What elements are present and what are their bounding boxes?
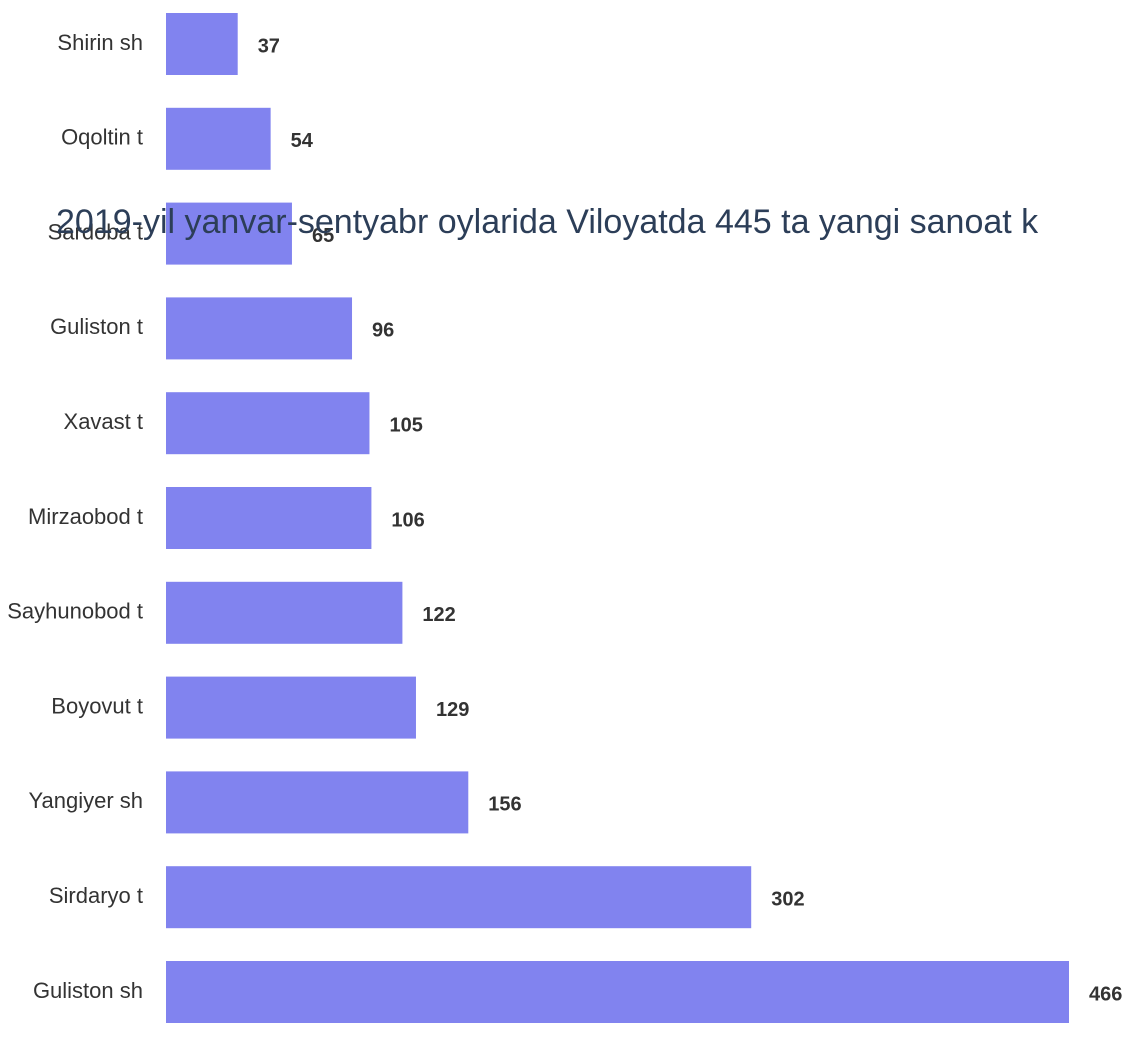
category-label: Boyovut t xyxy=(51,693,143,718)
category-label: Guliston t xyxy=(50,314,143,339)
bar xyxy=(166,487,372,549)
overlay-text: 2019-yil yanvar-sentyabr oylarida Viloya… xyxy=(56,203,1039,241)
bars-layer xyxy=(166,13,1069,1023)
category-labels: Shirin sh Oqoltin t Sardoba t Guliston t Xav… xyxy=(7,30,143,1003)
bar xyxy=(166,202,292,265)
category-label: Guliston sh xyxy=(33,978,143,1003)
bar xyxy=(166,866,752,929)
bar xyxy=(166,392,370,455)
category-label: Sirdaryo t xyxy=(49,883,143,908)
data-label: 122 xyxy=(422,604,455,626)
data-label: 129 xyxy=(436,699,469,721)
bar xyxy=(166,581,403,644)
data-label: 466 xyxy=(1089,983,1122,1005)
category-label: Sayhunobod t xyxy=(7,599,143,624)
bar xyxy=(166,771,469,834)
category-label: Xavast t xyxy=(64,409,143,434)
data-label: 156 xyxy=(488,794,521,816)
data-label: 96 xyxy=(372,320,394,342)
bar xyxy=(166,107,271,170)
data-label: 106 xyxy=(391,509,424,531)
data-labels: 37 54 65 96 105 106 122 129 156 302 466 xyxy=(258,35,1123,1005)
data-label: 54 xyxy=(291,130,314,152)
category-label: Mirzaobod t xyxy=(28,504,143,529)
bar xyxy=(166,13,238,75)
category-label: Sardoba t xyxy=(48,219,143,244)
bar xyxy=(166,676,416,739)
bar xyxy=(166,297,353,360)
data-label: 37 xyxy=(258,35,280,57)
category-label: Oqoltin t xyxy=(61,125,143,150)
data-label: 65 xyxy=(312,225,334,247)
data-label: 302 xyxy=(771,888,804,910)
category-label: Shirin sh xyxy=(57,30,143,55)
data-label: 105 xyxy=(389,414,422,436)
bar xyxy=(166,961,1069,1023)
category-label: Yangiyer sh xyxy=(28,788,143,813)
